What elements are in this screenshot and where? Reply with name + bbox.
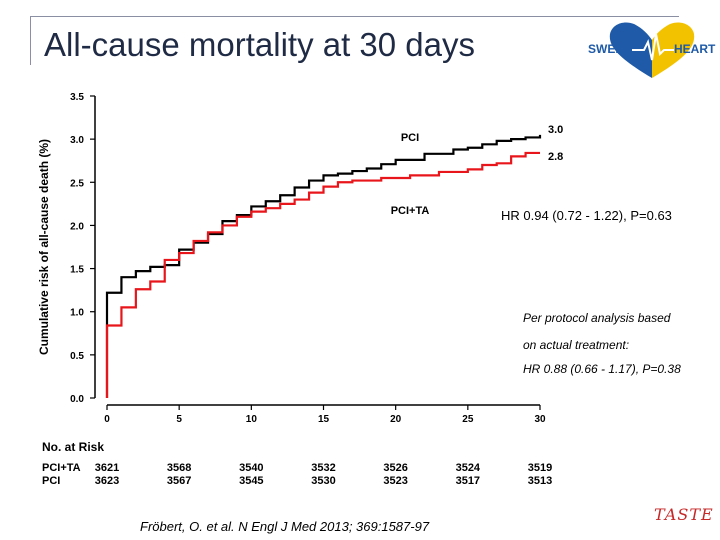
risk-table-cell: 3545	[239, 475, 264, 487]
axes	[94, 96, 540, 406]
labels-layer: 3.0 PCI 2.8 PCI+TA	[391, 124, 564, 217]
end-value-label-pci: 3.0	[548, 124, 563, 136]
x-tick-label: 25	[462, 414, 474, 425]
y-tick-label: 2.0	[70, 221, 84, 232]
risk-table-cell: 3567	[166, 475, 192, 487]
risk-row-label-pci: PCI	[42, 475, 61, 487]
y-tick-label: 0.5	[70, 351, 84, 362]
series-layer	[105, 134, 542, 398]
series-label-pci: PCI	[401, 132, 419, 144]
risk-table-cell: 3524	[455, 462, 481, 474]
y-tick-label: 3.0	[70, 135, 84, 146]
heartbeat-line	[632, 33, 674, 61]
risk-table-cell: 3523	[383, 475, 408, 487]
series-label-pci-ta: PCI+TA	[391, 205, 430, 217]
y-tick-label: 1.0	[70, 308, 84, 319]
risk-table-header: No. at Risk	[42, 440, 105, 454]
km-chart: Cumulative risk of all-cause death (%) 0…	[37, 92, 564, 425]
swedeheart-logo: SWEDE HEART	[588, 22, 716, 78]
x-tick-label: 10	[246, 414, 258, 425]
x-tick-label: 30	[534, 414, 546, 425]
x-tick-label: 5	[176, 414, 182, 425]
y-tick-label: 3.5	[70, 92, 84, 103]
risk-table-cell: 3623	[94, 475, 120, 487]
x-tick-label: 15	[318, 414, 330, 425]
taste-logo: TASTE	[654, 505, 714, 524]
per-protocol-line-1: Per protocol analysis based	[523, 311, 671, 325]
risk-table-cell: 3530	[311, 475, 336, 487]
logo-text-left: SWEDE	[588, 42, 632, 56]
risk-table-cell: 3621	[94, 462, 120, 474]
x-tick-label: 0	[104, 414, 110, 425]
citation: Fröbert, O. et al. N Engl J Med 2013; 36…	[140, 519, 430, 534]
risk-row-label-pci-ta: PCI+TA	[42, 462, 81, 474]
y-tick-label: 2.5	[70, 178, 84, 189]
end-value-label-pci-ta: 2.8	[548, 151, 563, 163]
per-protocol-line-2: on actual treatment:	[523, 338, 630, 352]
per-protocol-line-3: HR 0.88 (0.66 - 1.17), P=0.38	[523, 362, 681, 376]
x-tick-label: 20	[390, 414, 402, 425]
title-rule	[30, 16, 679, 65]
risk-table-cell: 3540	[239, 462, 264, 474]
hazard-ratio-text: HR 0.94 (0.72 - 1.22), P=0.63	[501, 208, 672, 223]
series-line-pci-ta	[105, 151, 540, 398]
ticks: 0.0 0.5 1.0 1.5 2.0 2.5 3.0 3.5 0 5 10 15 20 25 30	[70, 92, 546, 425]
risk-table-cell: 3519	[527, 462, 553, 474]
y-tick-label: 1.5	[70, 265, 84, 276]
heart-left-shape	[609, 22, 652, 78]
y-tick-label: 0.0	[70, 394, 84, 405]
logo-text-right: HEART	[674, 42, 716, 56]
series-line-pci	[105, 134, 542, 398]
slide-title: All-cause mortality at 30 days	[44, 26, 476, 63]
risk-table-cell: 3532	[311, 462, 336, 474]
risk-table-cell: 3526	[383, 462, 408, 474]
risk-table-cell: 3568	[166, 462, 192, 474]
risk-table-cell: 3517	[455, 475, 481, 487]
y-axis-label: Cumulative risk of all-cause death (%)	[37, 139, 51, 355]
risk-table-cell: 3513	[527, 475, 553, 487]
